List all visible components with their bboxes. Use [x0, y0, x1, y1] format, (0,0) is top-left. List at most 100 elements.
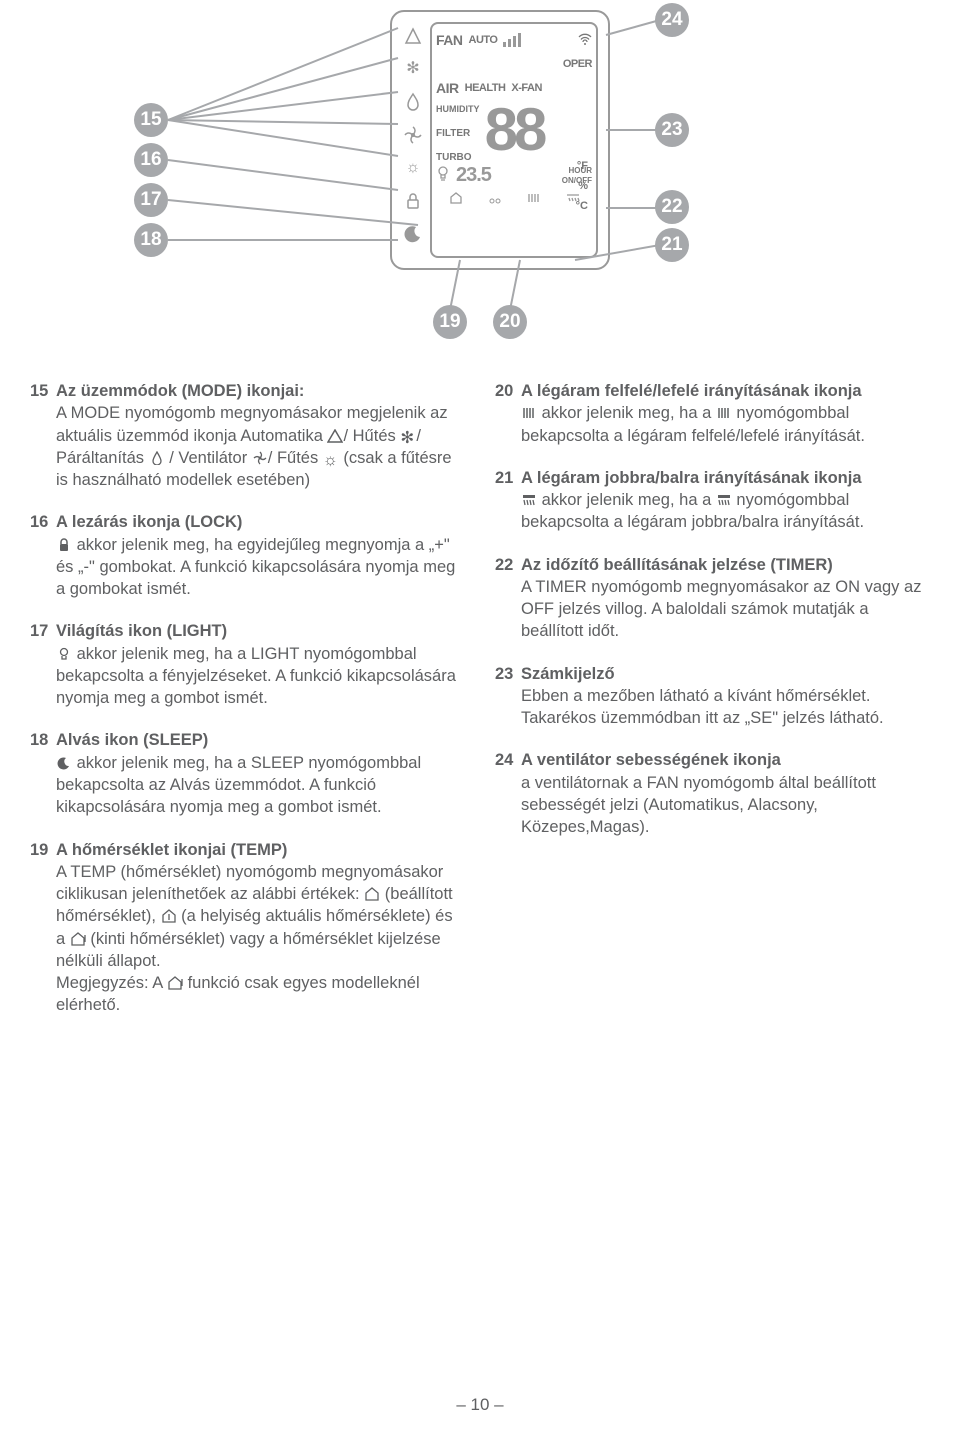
entry-title: A légáram jobbra/balra irányításának iko… [521, 469, 862, 487]
entry-title: A ventilátor sebességének ikonja [521, 751, 781, 769]
entry-15: 15Az üzemmódok (MODE) ikonjai: A MODE ny… [30, 380, 465, 491]
lcd-fan-label: FAN [436, 32, 463, 48]
auto-icon [327, 427, 343, 441]
callout-20: 20 [493, 305, 527, 339]
cool-mode-icon: ✻ [403, 59, 423, 79]
entry-title: Alvás ikon (SLEEP) [56, 731, 208, 749]
entry-num: 22 [495, 554, 521, 576]
entry-num: 15 [30, 380, 56, 402]
callout-22: 22 [655, 190, 689, 224]
page-number: – 10 – [0, 1395, 960, 1415]
swing-horiz-icon [521, 491, 537, 505]
entry-17: 17Világítás ikon (LIGHT) akkor jelenik m… [30, 620, 465, 709]
callout-16: 16 [134, 143, 168, 177]
house-icon [364, 885, 380, 899]
entry-num: 18 [30, 729, 56, 751]
entry-num: 17 [30, 620, 56, 642]
entry-num: 20 [495, 380, 521, 402]
moon-icon [56, 754, 72, 768]
lcd-digits-area: HUMIDITY FILTER TURBO 88 °F % °C [436, 100, 592, 160]
right-column: 20A légáram felfelé/lefelé irányításának… [495, 380, 930, 1037]
entry-16: 16A lezárás ikonja (LOCK) akkor jelenik … [30, 511, 465, 600]
callout-17: 17 [134, 183, 168, 217]
lcd-diagram: ✻ ☼ FAN AUTO [0, 0, 960, 370]
snowflake-icon: ✻ [400, 427, 416, 441]
house-out-icon [70, 930, 86, 944]
lcd-air-label: AIR [436, 80, 459, 96]
entry-num: 23 [495, 663, 521, 685]
lcd-health-label: HEALTH [465, 82, 506, 94]
entry-23: 23Számkijelző Ebben a mezőben látható a … [495, 663, 930, 730]
entry-num: 24 [495, 749, 521, 771]
callout-19: 19 [433, 305, 467, 339]
wifi-icon [578, 33, 592, 48]
drop-icon [149, 449, 165, 463]
entry-body: akkor jelenik meg, ha egyidejűleg megnyo… [30, 534, 465, 601]
entry-body: A TIMER nyomógomb megnyomásakor az ON va… [495, 576, 930, 643]
lcd-row-1: FAN AUTO [436, 28, 592, 52]
humidity-small-icon [488, 191, 502, 209]
callout-21: 21 [655, 228, 689, 262]
house-out-icon-2 [167, 974, 183, 988]
dry-mode-icon [403, 92, 423, 112]
content-columns: 15Az üzemmódok (MODE) ikonjai: A MODE ny… [0, 380, 960, 1037]
lcd-auto-label: AUTO [469, 34, 498, 46]
lcd-bottom-icons [436, 191, 592, 209]
lock-icon [403, 191, 423, 211]
entry-num: 19 [30, 839, 56, 861]
bulb-icon [56, 645, 72, 659]
house-icon [449, 191, 463, 209]
entry-19: 19A hőmérséklet ikonjai (TEMP) A TEMP (h… [30, 839, 465, 1017]
entry-title: A légáram felfelé/lefelé irányításának i… [521, 382, 862, 400]
heat-mode-icon: ☼ [403, 158, 423, 178]
auto-mode-icon [403, 26, 423, 46]
lcd-humidity-label: HUMIDITY [436, 104, 480, 114]
lcd-filter-label: FILTER [436, 128, 470, 139]
lcd-row-oper: OPER [436, 52, 592, 76]
entry-body: Ebben a mezőben látható a kívánt hőmérsé… [495, 685, 930, 730]
swing-vert-icon [521, 404, 537, 418]
lcd-sub-digits: 23.5 [456, 164, 491, 187]
entry-body: akkor jelenik meg, ha a LIGHT nyomógombb… [30, 643, 465, 710]
lock-icon [56, 536, 72, 550]
lcd-panel: ✻ ☼ FAN AUTO [390, 10, 610, 270]
entry-num: 21 [495, 467, 521, 489]
swing-vert-icon-2 [716, 404, 732, 418]
lcd-mode-icons: ✻ ☼ [400, 26, 426, 244]
lcd-bottom-row: 23.5 HOUR ON/OFF [436, 164, 592, 187]
lcd-turbo-label: TURBO [436, 152, 472, 163]
entry-title: Világítás ikon (LIGHT) [56, 622, 227, 640]
entry-24: 24A ventilátor sebességének ikonja a ven… [495, 749, 930, 838]
entry-body: A MODE nyomógomb megnyomásakor megjeleni… [30, 402, 465, 491]
entry-20: 20A légáram felfelé/lefelé irányításának… [495, 380, 930, 447]
fan-speed-bars-icon [503, 33, 521, 47]
lcd-unit-c: °C [576, 200, 588, 212]
entry-body: akkor jelenik meg, ha a SLEEP nyomógombb… [30, 752, 465, 819]
entry-title: Az üzemmódok (MODE) ikonjai: [56, 382, 304, 400]
entry-title: A hőmérséklet ikonjai (TEMP) [56, 841, 287, 859]
swing-horiz-icon-2 [716, 491, 732, 505]
left-column: 15Az üzemmódok (MODE) ikonjai: A MODE ny… [30, 380, 465, 1037]
lcd-unit-f: °F [577, 160, 588, 172]
entry-body: A TEMP (hőmérséklet) nyomógomb megnyomás… [30, 861, 465, 1017]
entry-title: Az időzítő beállításának jelzése (TIMER) [521, 556, 833, 574]
lcd-inner: FAN AUTO OPER AIR HEALTH X-FAN HUMIDITY … [430, 22, 598, 258]
entry-title: A lezárás ikonja (LOCK) [56, 513, 242, 531]
callout-18: 18 [134, 223, 168, 257]
fan-icon [252, 449, 268, 463]
entry-num: 16 [30, 511, 56, 533]
entry-title: Számkijelző [521, 665, 615, 683]
lcd-xfan-label: X-FAN [511, 82, 542, 94]
entry-18: 18Alvás ikon (SLEEP) akkor jelenik meg, … [30, 729, 465, 818]
swing-v-icon [527, 191, 541, 209]
callout-15: 15 [134, 103, 168, 137]
entry-21: 21A légáram jobbra/balra irányításának i… [495, 467, 930, 534]
entry-22: 22Az időzítő beállításának jelzése (TIME… [495, 554, 930, 643]
sun-icon: ☼ [323, 449, 339, 463]
lcd-unit-percent: % [578, 180, 588, 192]
entry-body: akkor jelenik meg, ha a nyomógombbal bek… [495, 402, 930, 447]
lcd-units: °F % °C [576, 160, 588, 212]
lcd-oper-label: OPER [563, 58, 592, 70]
fan-mode-icon [403, 125, 423, 145]
callout-24: 24 [655, 3, 689, 37]
